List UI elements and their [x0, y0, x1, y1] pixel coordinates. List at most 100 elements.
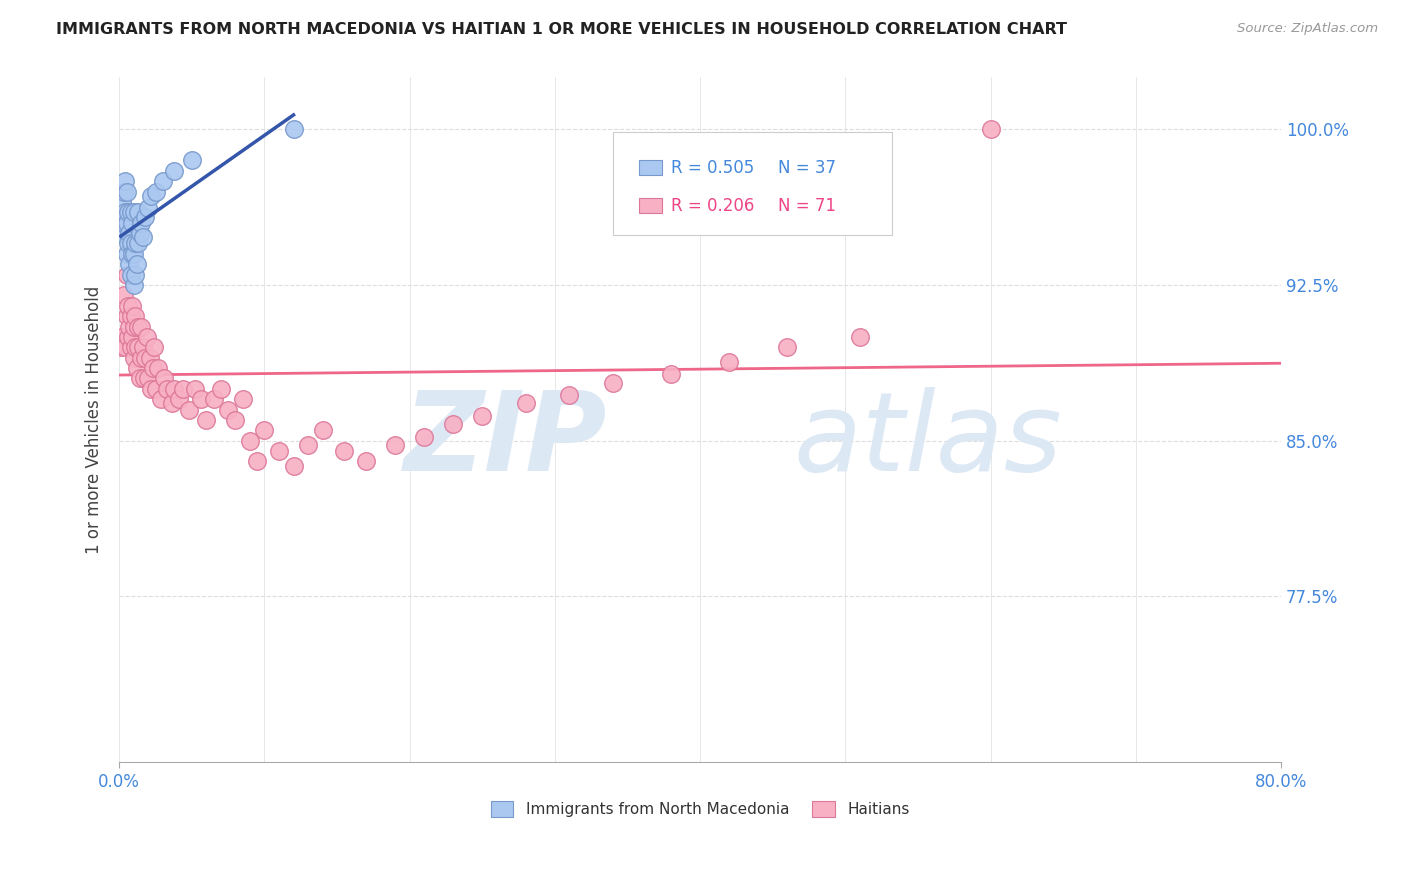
Point [980, 122, 1002, 136]
Point [177, 402, 200, 417]
Point [117, 299, 139, 313]
Point [128, 226, 150, 240]
Point [160, 396, 183, 410]
Point [145, 382, 167, 396]
Point [849, 330, 872, 344]
Point [184, 382, 207, 396]
Point [163, 164, 186, 178]
Point [150, 392, 173, 407]
Point [124, 268, 146, 282]
Point [114, 174, 136, 188]
Point [253, 423, 276, 437]
Legend: Immigrants from North Macedonia, Haitians: Immigrants from North Macedonia, Haitian… [485, 795, 915, 823]
Point [153, 371, 176, 385]
Point [111, 194, 134, 209]
Text: atlas: atlas [793, 387, 1062, 494]
Point [115, 247, 138, 261]
Point [129, 319, 152, 334]
Point [127, 319, 149, 334]
Point [121, 330, 143, 344]
Point [110, 226, 132, 240]
Point [145, 185, 167, 199]
Point [136, 371, 159, 385]
Point [127, 205, 149, 219]
Point [141, 382, 163, 396]
Point [239, 434, 262, 448]
Point [354, 454, 377, 468]
Text: Source: ZipAtlas.com: Source: ZipAtlas.com [1237, 22, 1378, 36]
Point [297, 438, 319, 452]
Point [283, 458, 305, 473]
Point [110, 340, 132, 354]
Text: R = 0.206: R = 0.206 [671, 197, 754, 215]
Point [413, 429, 436, 443]
Point [134, 351, 156, 365]
Point [114, 340, 136, 354]
Point [117, 330, 139, 344]
Point [515, 396, 537, 410]
Point [115, 216, 138, 230]
Point [659, 368, 682, 382]
Point [127, 236, 149, 251]
Point [127, 340, 149, 354]
Point [120, 236, 142, 251]
Point [120, 309, 142, 323]
Point [121, 299, 143, 313]
Point [120, 340, 142, 354]
Text: R = 0.505: R = 0.505 [671, 159, 754, 177]
Point [129, 351, 152, 365]
Point [202, 392, 225, 407]
FancyBboxPatch shape [638, 198, 662, 213]
Point [111, 330, 134, 344]
Point [224, 413, 246, 427]
Point [441, 417, 464, 431]
Point [115, 268, 138, 282]
Point [217, 402, 239, 417]
Point [118, 257, 141, 271]
Point [118, 226, 141, 240]
Point [121, 247, 143, 261]
Point [131, 340, 153, 354]
Point [125, 257, 148, 271]
Point [156, 382, 179, 396]
Point [384, 438, 406, 452]
Point [117, 205, 139, 219]
Point [141, 188, 163, 202]
Point [232, 392, 254, 407]
Point [128, 371, 150, 385]
Point [117, 236, 139, 251]
Point [118, 319, 141, 334]
Point [121, 216, 143, 230]
FancyBboxPatch shape [638, 160, 662, 175]
Text: IMMIGRANTS FROM NORTH MACEDONIA VS HAITIAN 1 OR MORE VEHICLES IN HOUSEHOLD CORRE: IMMIGRANTS FROM NORTH MACEDONIA VS HAITI… [56, 22, 1067, 37]
Point [311, 423, 333, 437]
Point [134, 210, 156, 224]
Point [135, 330, 157, 344]
Point [120, 268, 142, 282]
Point [718, 355, 741, 369]
Point [602, 376, 624, 390]
Point [112, 185, 135, 199]
Point [136, 201, 159, 215]
Point [148, 361, 170, 376]
Point [114, 205, 136, 219]
Point [163, 382, 186, 396]
Point [132, 371, 155, 385]
Point [195, 413, 218, 427]
Point [129, 216, 152, 230]
Point [131, 230, 153, 244]
Point [172, 382, 194, 396]
Point [180, 153, 202, 168]
Point [120, 205, 142, 219]
Point [122, 319, 145, 334]
Point [112, 288, 135, 302]
Point [190, 392, 212, 407]
Point [471, 409, 494, 423]
Point [115, 185, 138, 199]
Point [124, 236, 146, 251]
Point [125, 361, 148, 376]
Point [122, 278, 145, 293]
Text: N = 37: N = 37 [778, 159, 835, 177]
Point [152, 174, 174, 188]
Point [142, 361, 165, 376]
